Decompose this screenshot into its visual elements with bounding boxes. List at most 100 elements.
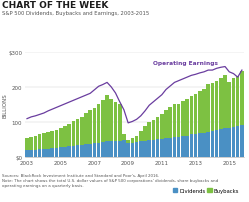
Bar — [46, 149, 50, 158]
Bar — [185, 99, 189, 136]
Bar — [223, 128, 227, 158]
Bar — [164, 111, 168, 139]
Bar — [34, 136, 37, 150]
Bar — [236, 126, 240, 158]
Bar — [97, 143, 100, 158]
Bar — [42, 149, 46, 158]
Bar — [126, 141, 130, 144]
Bar — [135, 136, 138, 142]
Bar — [114, 141, 117, 158]
Bar — [139, 131, 143, 141]
Bar — [29, 137, 33, 150]
Bar — [139, 141, 143, 158]
Bar — [63, 126, 67, 147]
Bar — [152, 120, 155, 140]
Bar — [42, 133, 46, 149]
Bar — [80, 117, 84, 145]
Bar — [185, 136, 189, 158]
Bar — [236, 76, 240, 126]
Bar — [59, 128, 62, 148]
Bar — [93, 108, 96, 144]
Bar — [206, 132, 210, 158]
Bar — [223, 76, 227, 128]
Bar — [105, 141, 109, 158]
Bar — [97, 104, 100, 143]
Text: CHART OF THE WEEK: CHART OF THE WEEK — [2, 1, 109, 10]
Bar — [181, 102, 185, 137]
Bar — [67, 147, 71, 158]
Bar — [84, 114, 88, 145]
Bar — [135, 142, 138, 158]
Bar — [164, 139, 168, 158]
Bar — [46, 132, 50, 149]
Bar — [240, 125, 244, 158]
Bar — [88, 144, 92, 158]
Bar — [118, 141, 122, 158]
Bar — [152, 140, 155, 158]
Bar — [55, 130, 58, 148]
Bar — [228, 128, 231, 158]
Bar — [173, 104, 176, 137]
Legend: Dividends, Buybacks: Dividends, Buybacks — [171, 186, 241, 195]
Bar — [169, 107, 172, 138]
Bar — [59, 148, 62, 158]
Bar — [173, 137, 176, 158]
Bar — [215, 81, 218, 130]
Bar — [147, 141, 151, 158]
Text: Operating Earnings: Operating Earnings — [153, 61, 218, 66]
Bar — [143, 141, 147, 158]
Bar — [194, 135, 197, 158]
Bar — [160, 114, 164, 139]
Bar — [25, 150, 29, 158]
Bar — [206, 85, 210, 132]
Bar — [93, 144, 96, 158]
Bar — [51, 131, 54, 148]
Bar — [189, 96, 193, 135]
Bar — [198, 92, 202, 134]
Bar — [51, 148, 54, 158]
Text: S&P 500 Dividends, Buybacks and Earnings, 2003-2015: S&P 500 Dividends, Buybacks and Earnings… — [2, 11, 150, 16]
Bar — [38, 149, 41, 158]
Bar — [240, 72, 244, 125]
Bar — [25, 138, 29, 150]
Bar — [101, 142, 105, 158]
Bar — [198, 134, 202, 158]
Bar — [84, 145, 88, 158]
Bar — [219, 79, 223, 129]
Text: Sources: BlackRock Investment Institute and Standard and Poor's, April 2016.
Not: Sources: BlackRock Investment Institute … — [2, 173, 219, 187]
Bar — [215, 130, 218, 158]
Bar — [105, 96, 109, 141]
Bar — [130, 143, 134, 158]
Bar — [181, 137, 185, 158]
Bar — [88, 111, 92, 144]
Bar — [143, 126, 147, 141]
Bar — [55, 148, 58, 158]
Bar — [67, 124, 71, 147]
Bar — [177, 137, 181, 158]
Bar — [211, 84, 214, 131]
Bar — [110, 141, 113, 158]
Bar — [63, 147, 67, 158]
Bar — [189, 135, 193, 158]
Bar — [160, 139, 164, 158]
Bar — [71, 146, 75, 158]
Bar — [147, 123, 151, 141]
Bar — [80, 145, 84, 158]
Bar — [122, 141, 126, 158]
Y-axis label: BILLIONS: BILLIONS — [3, 93, 8, 117]
Bar — [156, 117, 159, 140]
Bar — [29, 150, 33, 158]
Bar — [202, 89, 206, 133]
Bar — [34, 150, 37, 158]
Bar — [76, 146, 79, 158]
Bar — [232, 127, 235, 158]
Bar — [110, 99, 113, 141]
Bar — [232, 79, 235, 127]
Bar — [38, 135, 41, 149]
Bar — [169, 138, 172, 158]
Bar — [194, 94, 197, 135]
Bar — [211, 131, 214, 158]
Bar — [114, 103, 117, 141]
Bar — [130, 139, 134, 143]
Bar — [219, 129, 223, 158]
